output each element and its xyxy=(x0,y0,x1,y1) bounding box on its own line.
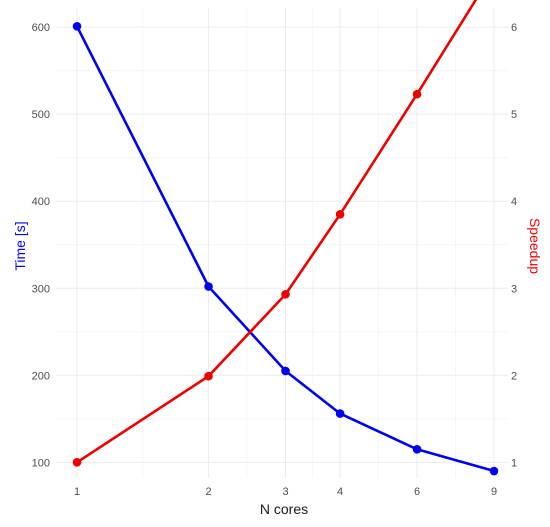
y-right-axis-title: Speedup xyxy=(527,218,543,274)
y-left-tick-label: 500 xyxy=(32,109,50,121)
y-left-tick-label: 100 xyxy=(32,457,50,469)
y-right-tick-label: 5 xyxy=(511,109,517,121)
y-left-tick-label: 400 xyxy=(32,196,50,208)
data-point-right xyxy=(204,371,213,381)
data-point-right xyxy=(335,209,345,219)
data-point-left xyxy=(281,366,290,376)
x-axis-ticks: 1 2 3 4 6 9 xyxy=(74,486,497,498)
y-left-tick-label: 200 xyxy=(32,370,50,382)
series-points xyxy=(72,21,499,476)
x-tick-label: 3 xyxy=(282,486,288,498)
y-right-tick-label: 3 xyxy=(511,283,517,295)
x-tick-label: 6 xyxy=(414,486,420,498)
x-axis-title: N cores xyxy=(260,501,308,517)
x-tick-label: 9 xyxy=(491,486,497,498)
series-line-right xyxy=(76,0,478,464)
y-left-tick-label: 600 xyxy=(32,22,50,34)
right-axis-ticks: 1 2 3 4 5 6 xyxy=(511,22,517,469)
data-point-left xyxy=(204,282,213,291)
data-point-right xyxy=(281,290,290,299)
series-lines xyxy=(75,0,495,473)
y-right-tick-label: 1 xyxy=(511,457,517,469)
y-left-axis-title: Time [s] xyxy=(12,221,28,270)
data-point-left xyxy=(489,466,499,476)
data-point-left xyxy=(335,409,345,418)
y-right-tick-label: 4 xyxy=(511,196,517,208)
y-left-tick-label: 300 xyxy=(32,283,50,295)
series-line-left xyxy=(75,25,495,473)
data-point-right xyxy=(412,89,422,99)
left-axis-ticks: 100 200 300 400 500 600 xyxy=(32,22,50,469)
x-tick-label: 1 xyxy=(74,486,80,498)
data-point-left xyxy=(412,444,422,454)
y-right-tick-label: 2 xyxy=(511,370,517,382)
x-tick-label: 4 xyxy=(337,486,343,498)
grid-lines xyxy=(56,8,508,478)
data-point-left xyxy=(72,21,82,31)
x-tick-label: 2 xyxy=(205,486,211,498)
y-right-tick-label: 6 xyxy=(511,22,517,34)
data-point-right xyxy=(72,458,82,467)
